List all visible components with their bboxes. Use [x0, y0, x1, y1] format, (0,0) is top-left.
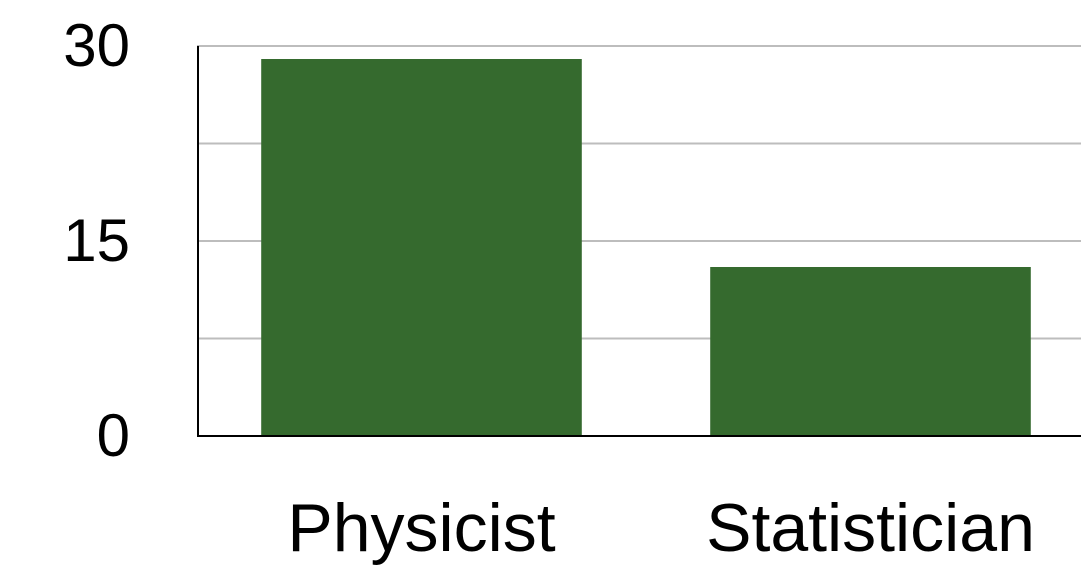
y-tick-label: 15: [63, 207, 130, 274]
x-tick-label: Physicist: [287, 490, 555, 566]
y-tick-label: 30: [63, 12, 130, 79]
bar: [261, 59, 582, 436]
x-tick-label: Statistician: [706, 490, 1035, 566]
bar: [710, 267, 1031, 436]
y-tick-label: 0: [97, 402, 130, 469]
